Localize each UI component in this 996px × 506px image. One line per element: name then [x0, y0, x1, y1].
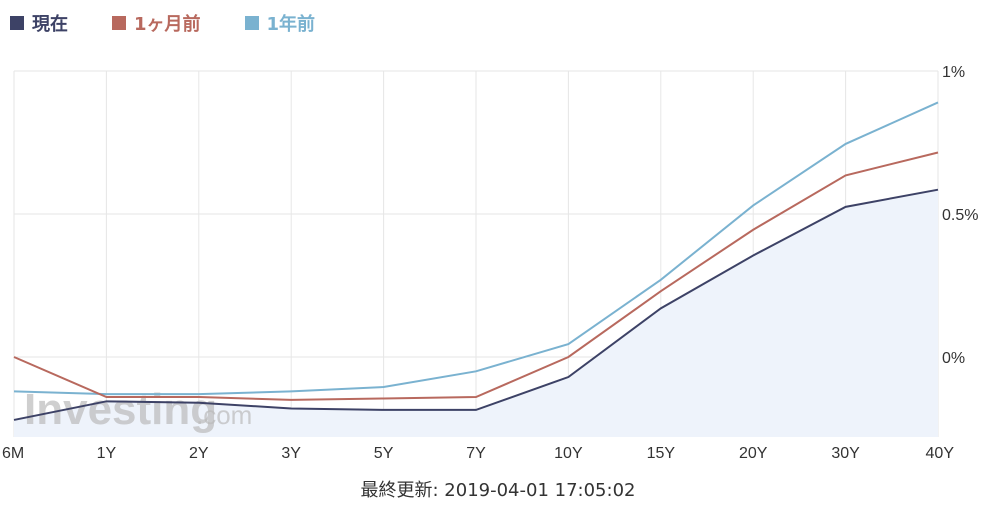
x-tick-label: 40Y [926, 445, 955, 462]
x-tick-label: 15Y [647, 445, 676, 462]
y-tick-label: 1% [942, 64, 965, 81]
y-tick-label: 0.5% [942, 207, 978, 224]
x-tick-label: 3Y [281, 445, 301, 462]
x-tick-label: 20Y [739, 445, 768, 462]
legend-label-1-month-ago: 1ヶ月前 [134, 14, 201, 35]
legend-item-current[interactable]: 現在 [10, 10, 68, 36]
last-updated: 最終更新: 2019-04-01 17:05:02 [360, 480, 636, 501]
series-lines [13, 101, 939, 421]
x-tick-label: 30Y [831, 445, 860, 462]
x-axis: 6M 1Y 2Y 3Y 5Y 7Y 10Y 15Y 20Y 30Y 40Y [2, 445, 954, 462]
series-line-1[interactable] [13, 151, 939, 401]
current-area-fill [14, 189, 938, 437]
y-axis: 1% 0.5% 0% [942, 64, 978, 367]
legend-swatch-current [10, 16, 24, 30]
legend-item-1-year-ago[interactable]: 1年前 [244, 10, 316, 36]
legend-swatch-1-month-ago [112, 16, 126, 30]
y-tick-label: 0% [942, 350, 965, 367]
x-tick-label: 2Y [189, 445, 209, 462]
series-line-2[interactable] [13, 188, 939, 421]
x-tick-label: 1Y [97, 445, 117, 462]
legend-label-current: 現在 [32, 14, 68, 35]
x-tick-label: 6M [2, 445, 24, 462]
legend: 現在 1ヶ月前 1年前 [10, 8, 359, 38]
current-series-area [14, 189, 938, 437]
legend-item-1-month-ago[interactable]: 1ヶ月前 [112, 10, 201, 36]
legend-label-1-year-ago: 1年前 [266, 14, 316, 35]
x-tick-label: 7Y [466, 445, 486, 462]
series-line-0[interactable] [13, 101, 939, 396]
x-tick-label: 10Y [554, 445, 583, 462]
legend-swatch-1-year-ago [244, 16, 259, 30]
x-tick-label: 5Y [374, 445, 394, 462]
yield-curve-chart: Investing .com 1%0.5%0% 6M 1Y 2Y 3Y 5Y 7Y 10Y 1… [2, 64, 978, 462]
